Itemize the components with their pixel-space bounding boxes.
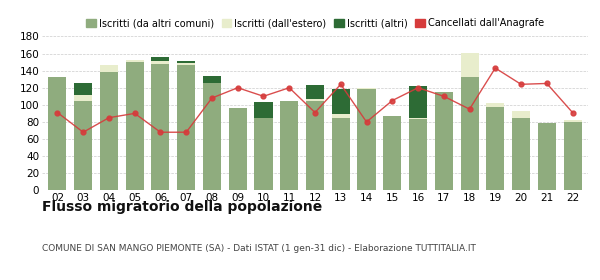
Bar bbox=[563, 120, 581, 122]
Text: COMUNE DI SAN MANGO PIEMONTE (SA) - Dati ISTAT (1 gen-31 dic) - Elaborazione TUT: COMUNE DI SAN MANGO PIEMONTE (SA) - Dati… bbox=[42, 244, 476, 253]
Bar bbox=[100, 72, 118, 190]
Bar bbox=[383, 116, 401, 190]
Bar bbox=[203, 76, 221, 83]
Bar bbox=[409, 118, 427, 119]
Bar bbox=[126, 60, 144, 62]
Bar bbox=[306, 85, 324, 99]
Bar bbox=[358, 88, 376, 89]
Bar bbox=[229, 108, 247, 190]
Bar bbox=[512, 111, 530, 118]
Bar bbox=[563, 122, 581, 190]
Bar bbox=[177, 61, 195, 63]
Bar bbox=[538, 123, 556, 190]
Bar bbox=[100, 66, 118, 72]
Bar bbox=[435, 92, 453, 190]
Bar bbox=[512, 118, 530, 190]
Bar bbox=[332, 118, 350, 190]
Bar bbox=[151, 64, 169, 190]
Bar bbox=[203, 83, 221, 190]
Bar bbox=[254, 102, 272, 118]
Bar bbox=[409, 119, 427, 190]
Bar bbox=[151, 61, 169, 64]
Bar bbox=[461, 77, 479, 190]
Bar bbox=[49, 78, 67, 190]
Legend: Iscritti (da altri comuni), Iscritti (dall'estero), Iscritti (altri), Cancellati: Iscritti (da altri comuni), Iscritti (da… bbox=[86, 18, 544, 29]
Bar bbox=[151, 57, 169, 61]
Bar bbox=[358, 89, 376, 190]
Bar bbox=[306, 99, 324, 101]
Bar bbox=[74, 101, 92, 190]
Bar bbox=[461, 53, 479, 77]
Bar bbox=[486, 108, 504, 190]
Bar bbox=[486, 103, 504, 108]
Bar bbox=[332, 88, 350, 114]
Bar bbox=[254, 118, 272, 190]
Bar bbox=[332, 114, 350, 118]
Bar bbox=[126, 62, 144, 190]
Bar bbox=[74, 83, 92, 95]
Bar bbox=[306, 101, 324, 190]
Bar bbox=[177, 65, 195, 190]
Bar bbox=[177, 63, 195, 65]
Bar bbox=[280, 101, 298, 190]
Bar bbox=[409, 86, 427, 118]
Text: Flusso migratorio della popolazione: Flusso migratorio della popolazione bbox=[42, 200, 322, 214]
Bar bbox=[74, 95, 92, 101]
